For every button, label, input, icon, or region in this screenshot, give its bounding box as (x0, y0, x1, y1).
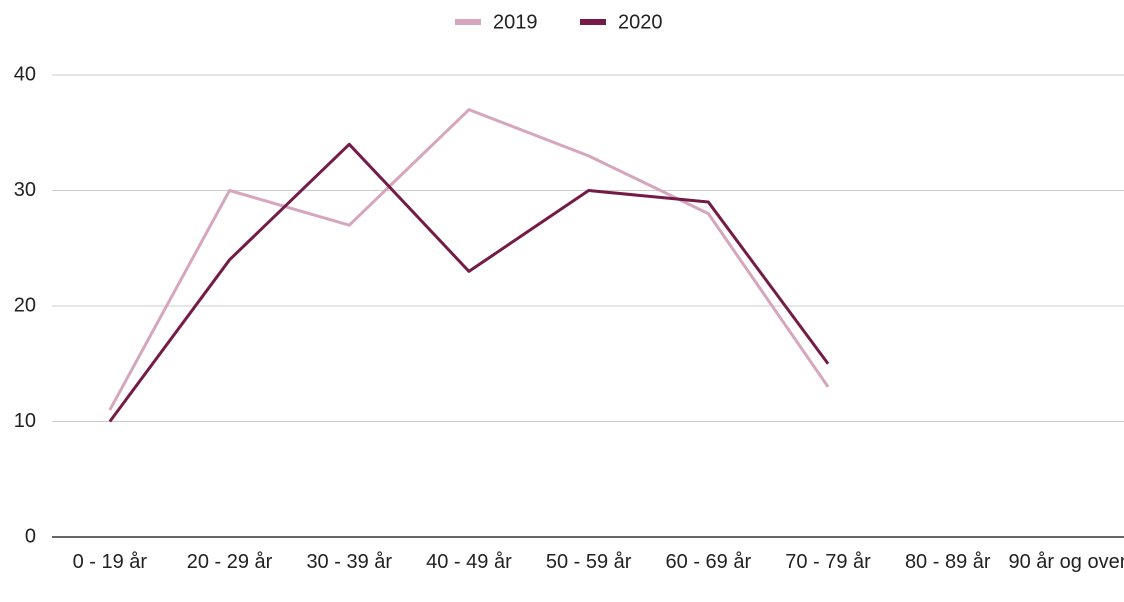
x-tick-label: 40 - 49 år (426, 551, 512, 573)
x-tick-label: 50 - 59 år (545, 551, 632, 573)
x-tick-label: 90 år og over (1008, 551, 1124, 573)
y-tick-label: 20 (14, 294, 36, 316)
legend-label: 2020 (618, 11, 663, 33)
y-tick-label: 40 (14, 63, 36, 85)
x-tick-label: 20 - 29 år (186, 551, 273, 573)
y-tick-label: 10 (14, 410, 36, 432)
x-tick-label: 80 - 89 år (904, 551, 991, 573)
y-tick-label: 30 (14, 179, 36, 201)
x-tick-label: 70 - 79 år (785, 551, 871, 573)
legend-label: 2019 (493, 11, 538, 33)
x-tick-label: 0 - 19 år (72, 551, 148, 573)
series-line (108, 108, 830, 411)
series-line (108, 142, 830, 423)
y-tick-label: 0 (25, 525, 36, 547)
x-tick-label: 30 - 39 år (306, 551, 393, 573)
x-tick-label: 60 - 69 år (665, 551, 752, 573)
